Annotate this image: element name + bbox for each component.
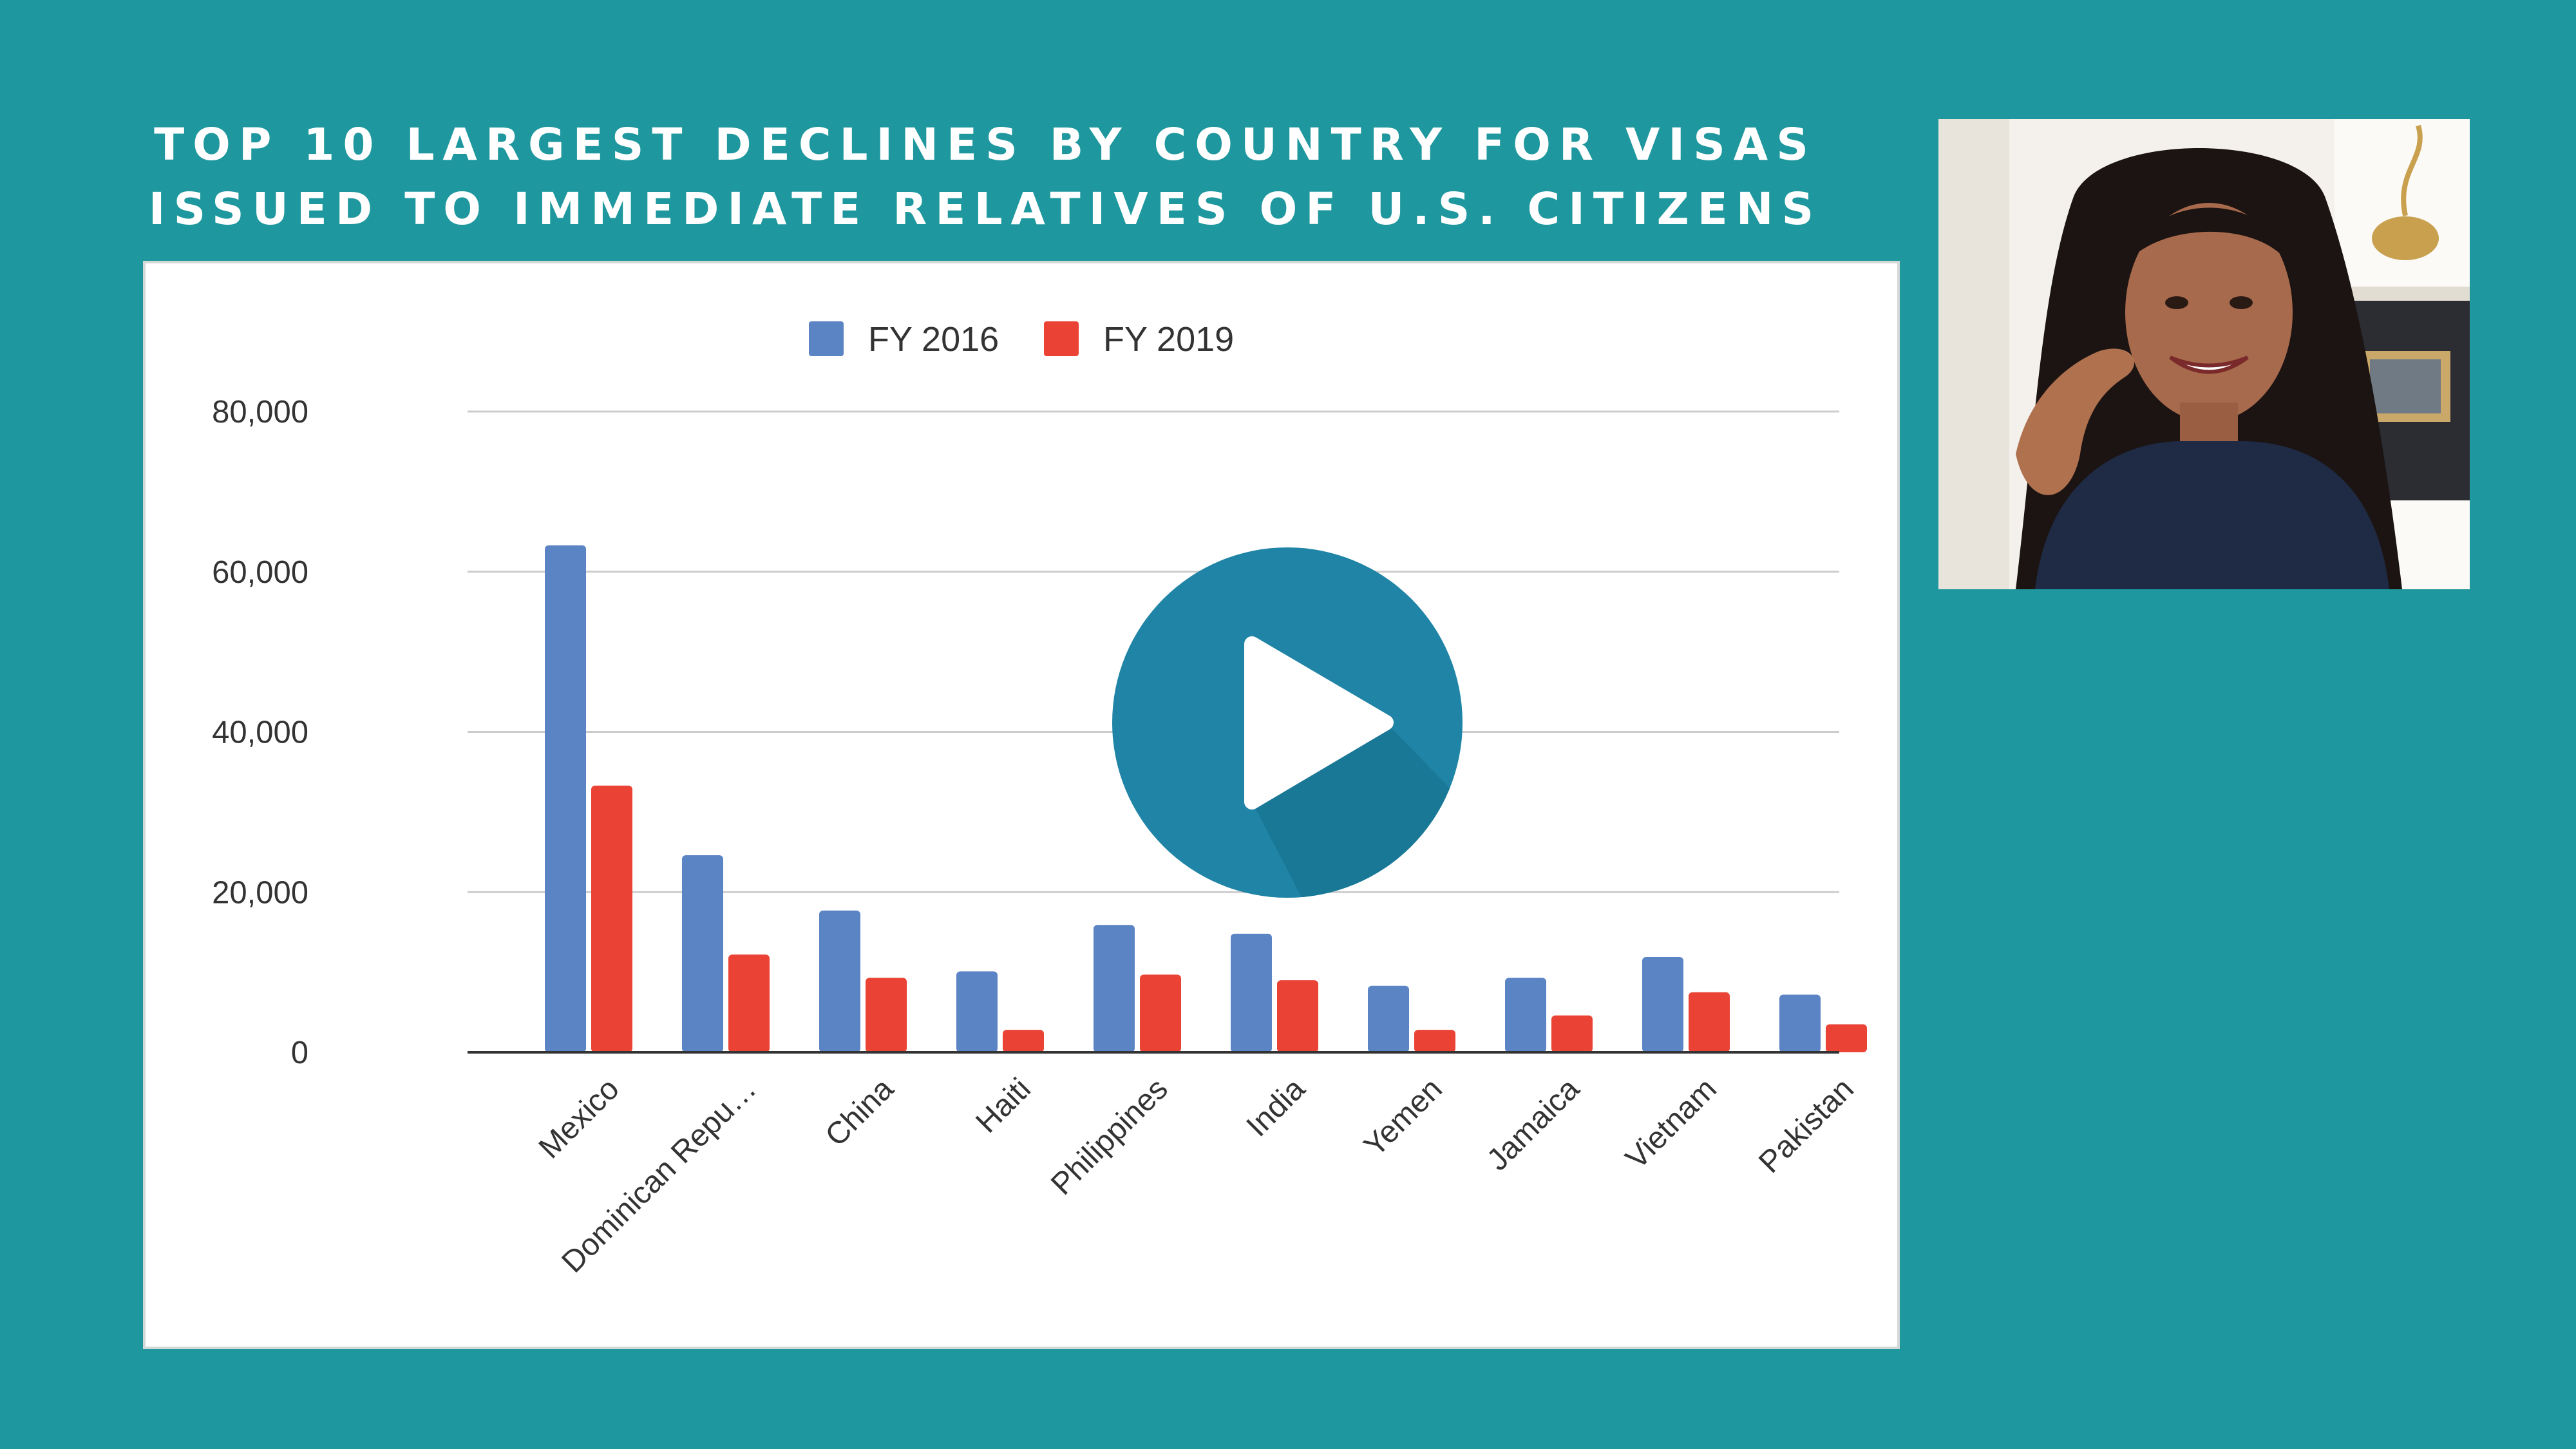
bar-fy2019 <box>1003 1030 1044 1052</box>
bar-fy2019 <box>1277 980 1318 1052</box>
bar-fy2016 <box>1231 933 1272 1052</box>
bar-fy2019 <box>1140 974 1181 1052</box>
y-tick-label: 80,000 <box>212 395 308 430</box>
bar-fy2016 <box>819 910 860 1052</box>
x-tick-label: Haiti <box>969 1072 1037 1139</box>
legend-swatch <box>1044 321 1079 356</box>
x-tick-label: Philippines <box>1045 1072 1175 1202</box>
bar-fy2016 <box>1094 925 1135 1052</box>
gridlines <box>468 410 1839 893</box>
play-button[interactable] <box>1109 547 1466 898</box>
y-tick-label: 60,000 <box>212 555 308 590</box>
bar-fy2019 <box>1689 992 1730 1052</box>
legend-swatch <box>809 321 844 356</box>
x-tick-label: India <box>1240 1072 1312 1143</box>
legend-label: FY 2019 <box>1103 320 1234 359</box>
bar-fy2016 <box>545 545 586 1052</box>
bar-fy2019 <box>591 785 632 1052</box>
bar-fy2019 <box>1551 1015 1593 1052</box>
x-tick-label: Pakistan <box>1752 1072 1861 1180</box>
x-tick-label: Mexico <box>533 1072 626 1165</box>
y-tick-label: 0 <box>291 1036 308 1070</box>
x-tick-label: Vietnam <box>1619 1072 1723 1175</box>
presenter-hand <box>2016 348 2135 495</box>
bars <box>545 545 1867 1052</box>
legend: FY 2016 FY 2019 <box>809 320 1234 359</box>
x-tick-label: Jamaica <box>1481 1072 1586 1177</box>
play-icon <box>1112 547 1463 898</box>
y-tick-label: 40,000 <box>212 715 308 750</box>
bar-fy2016 <box>956 971 998 1052</box>
x-tick-label: China <box>819 1072 900 1153</box>
decor-bowl <box>2372 216 2439 260</box>
chart-title-line-1: TOP 10 LARGEST DECLINES BY COUNTRY FOR V… <box>154 119 1817 171</box>
bar-fy2016 <box>1368 985 1409 1052</box>
bar-fy2019 <box>728 954 770 1052</box>
chart-title: TOP 10 LARGEST DECLINES BY COUNTRY FOR V… <box>148 113 1823 242</box>
bar-fy2019 <box>1826 1024 1867 1052</box>
chart-title-line-2: ISSUED TO IMMEDIATE RELATIVES OF U.S. CI… <box>148 184 1823 235</box>
presenter-face <box>2125 203 2293 422</box>
bar-fy2016 <box>682 855 723 1052</box>
y-axis-ticks: 0 20,000 40,000 60,000 80,000 <box>212 395 308 1070</box>
bar-fy2016 <box>1505 978 1546 1052</box>
legend-label: FY 2016 <box>868 320 999 359</box>
bar-fy2019 <box>866 978 907 1052</box>
bar-fy2016 <box>1642 956 1683 1052</box>
y-tick-label: 20,000 <box>212 875 308 910</box>
webcam-scene <box>1938 119 2470 589</box>
bar-fy2019 <box>1414 1030 1455 1052</box>
chart-panel: 0 20,000 40,000 60,000 80,000 Mexico Dominica… <box>143 261 1900 1349</box>
presenter-shirt <box>2035 441 2389 589</box>
presenter-webcam[interactable] <box>1938 119 2470 589</box>
x-tick-label: Yemen <box>1358 1072 1449 1163</box>
bar-fy2016 <box>1779 994 1821 1052</box>
